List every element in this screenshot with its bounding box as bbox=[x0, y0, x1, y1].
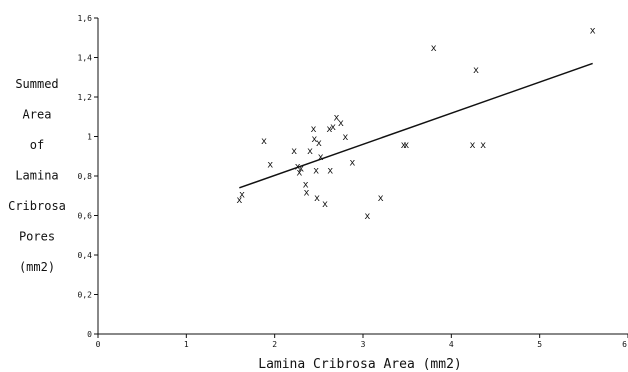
data-point: x bbox=[296, 168, 302, 179]
axes bbox=[97, 18, 628, 335]
x-axis-label: Lamina Cribrosa Area (mm2) bbox=[258, 357, 462, 372]
data-point: x bbox=[236, 195, 242, 206]
data-point: x bbox=[480, 140, 486, 151]
x-tick-label: 2 bbox=[272, 340, 277, 349]
y-axis-label-line: Area bbox=[23, 108, 52, 122]
data-point: x bbox=[403, 140, 409, 151]
data-point: x bbox=[314, 193, 320, 204]
data-point: x bbox=[330, 122, 336, 133]
x-tick-label: 4 bbox=[449, 340, 454, 349]
y-tick-label: 0,8 bbox=[78, 172, 93, 181]
data-point: x bbox=[295, 162, 301, 173]
data-point: x bbox=[311, 134, 317, 145]
data-point: x bbox=[298, 164, 304, 175]
y-tick-label: 1 bbox=[87, 133, 92, 142]
data-point: x bbox=[401, 140, 407, 151]
x-tick-label: 0 bbox=[96, 340, 101, 349]
y-tick-label: 1,2 bbox=[78, 93, 93, 102]
data-point: x bbox=[303, 187, 309, 198]
data-point: x bbox=[239, 189, 245, 200]
data-point: x bbox=[590, 25, 596, 36]
y-axis-label-line: Pores bbox=[19, 230, 55, 244]
data-point: x bbox=[311, 124, 317, 135]
y-tick-label: 1,6 bbox=[78, 14, 93, 23]
data-point: x bbox=[261, 136, 267, 147]
data-point: x bbox=[473, 65, 479, 76]
y-axis-label-line: Cribrosa bbox=[8, 199, 66, 213]
data-point: x bbox=[316, 138, 322, 149]
fit-line-group bbox=[239, 62, 593, 189]
data-point: x bbox=[267, 160, 273, 171]
data-point: x bbox=[338, 118, 344, 129]
y-tick-label: 1,4 bbox=[78, 54, 93, 63]
y-axis-label-line: (mm2) bbox=[19, 260, 55, 274]
data-point: x bbox=[342, 132, 348, 143]
data-point: x bbox=[318, 152, 324, 163]
data-point: x bbox=[431, 43, 437, 54]
data-point: x bbox=[333, 112, 339, 123]
data-point: x bbox=[291, 146, 297, 157]
x-tick-label: 3 bbox=[361, 340, 366, 349]
y-tick-label: 0,6 bbox=[78, 212, 93, 221]
data-point: x bbox=[326, 124, 332, 135]
y-axis-label-line: of bbox=[30, 138, 44, 152]
x-tick-label: 6 bbox=[622, 340, 627, 349]
y-axis-label-line: Lamina bbox=[15, 169, 58, 183]
data-point: x bbox=[364, 211, 370, 222]
ticks: 0 0,2 0,4 0,6 0,8 1 1,2 1,4 1,6 0 1 2 3 4 5 6 bbox=[78, 14, 628, 349]
data-point: x bbox=[378, 193, 384, 204]
data-point: x bbox=[470, 140, 476, 151]
data-point: x bbox=[313, 166, 319, 177]
data-point: x bbox=[327, 166, 333, 177]
x-tick-label: 5 bbox=[537, 340, 542, 349]
y-tick-label: 0,2 bbox=[78, 291, 93, 300]
x-tick-label: 1 bbox=[184, 340, 189, 349]
y-tick-label: 0,4 bbox=[78, 251, 93, 260]
data-point: x bbox=[322, 199, 328, 210]
y-axis-label: Summed Area of Lamina Cribrosa Pores (mm2) bbox=[8, 77, 66, 274]
y-tick-label: 0 bbox=[87, 330, 92, 339]
data-point: x bbox=[349, 158, 355, 169]
data-point: x bbox=[303, 179, 309, 190]
fit-line bbox=[239, 62, 593, 189]
y-axis-label-line: Summed bbox=[15, 77, 58, 91]
data-point: x bbox=[307, 146, 313, 157]
